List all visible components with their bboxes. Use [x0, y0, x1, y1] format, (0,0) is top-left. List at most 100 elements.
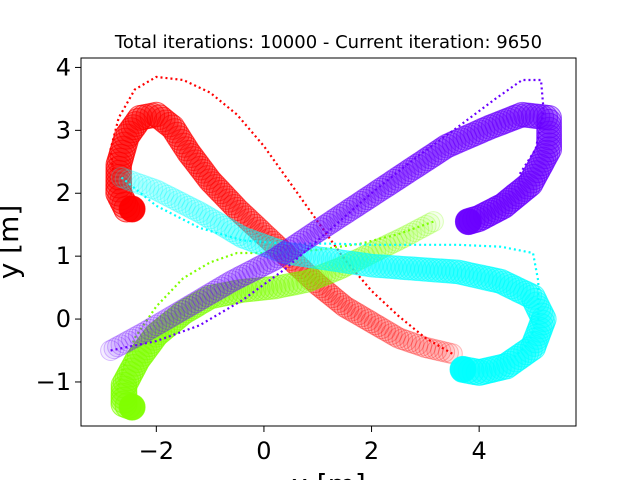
series-1-trail-point [291, 270, 315, 294]
series-3-trail-point [117, 330, 139, 352]
series-0-trail-point [343, 301, 366, 324]
series-1-trail-point [382, 231, 404, 254]
series-1-trail-point [404, 220, 426, 243]
ticks-layer: −2 0 2 4 −1 0 1 2 3 4 [36, 53, 487, 465]
x-tick-label: −2 [139, 437, 174, 465]
y-tick-label: 4 [56, 53, 71, 81]
series-3-trail-point [181, 293, 204, 316]
series-1-trail-point [407, 218, 430, 241]
series-1-trail-point [400, 222, 422, 245]
series-0-trail-point [414, 336, 436, 359]
series-0-trail-point [294, 261, 318, 285]
series-2-trail-point [242, 230, 266, 253]
series-3-trail-point [263, 247, 287, 271]
series-1-trail-point [331, 255, 355, 279]
series-3-trail-point [131, 322, 153, 345]
series-1-trail-point [271, 274, 295, 298]
series-3-trail-point [536, 128, 563, 155]
series-2-trail-point [324, 248, 349, 273]
series-3-trail-point [332, 201, 356, 226]
series-1-trail-point [346, 248, 369, 272]
series-2-trail-point [270, 240, 293, 264]
series-3-trail-point [166, 301, 189, 324]
series-0-trail-point [291, 258, 315, 283]
series-0-trail-point [391, 328, 414, 351]
y-tick-label: 1 [56, 242, 71, 270]
series-3-trail-point [127, 324, 150, 347]
series-3-trail-point [245, 257, 269, 280]
series-3-trail-point [329, 203, 353, 228]
series-0-trail-point [370, 317, 393, 340]
series-2-current-position [450, 356, 476, 383]
series-3-trail-point [273, 241, 297, 265]
series-3-trail-point [342, 195, 366, 219]
series-3-trail-point [365, 179, 390, 204]
series-2-trail-point [145, 179, 167, 201]
series-2-trail-point [163, 188, 186, 211]
series-3-trail-point [286, 232, 310, 256]
series-3-trail-point [184, 291, 207, 314]
series-3-trail-point [335, 199, 360, 224]
series-3-trail-point [170, 299, 193, 322]
series-2-trail-point [206, 211, 229, 234]
series-1-trail-point [287, 271, 311, 295]
series-2-trail-point [274, 241, 297, 265]
series-0-trail-point [353, 307, 376, 330]
series-2-trail-point [224, 221, 247, 245]
series-1-trail-point [266, 275, 291, 299]
y-tick-label: 2 [56, 179, 71, 207]
series-2-reference-path [120, 176, 540, 361]
series-3-trail-point [536, 116, 562, 143]
series-3-trail-point [103, 338, 125, 360]
series-2-trail-point [305, 245, 329, 270]
series-0-trail-point [255, 225, 279, 249]
series-2-trail-point [122, 171, 144, 193]
series-2-trail-point [285, 243, 309, 267]
series-3-trail-point [216, 272, 240, 295]
series-2-trail-point [177, 195, 200, 218]
series-3-trail-point [309, 217, 333, 241]
series-3-trail-point [188, 289, 211, 312]
marks-layer [100, 75, 563, 421]
series-0-trail-point [410, 335, 433, 357]
series-2-trail-point [336, 250, 360, 274]
series-1-trail-point [338, 252, 362, 275]
series-3-trail-point [536, 108, 562, 135]
series-1-trail-point [385, 229, 408, 252]
series-2 [110, 167, 557, 386]
series-0-trail-point [430, 340, 452, 362]
series-2-trail-point [359, 253, 384, 278]
series-2-trail-point [166, 190, 189, 212]
series-3-trail-point [252, 253, 276, 277]
plot-frame [80, 57, 577, 427]
series-3-trail-point [227, 266, 250, 289]
series-3-trail-point [339, 197, 363, 221]
series-0-trail-point [252, 222, 276, 246]
series-3-trail-point [348, 190, 373, 215]
series-1-trail-point [367, 238, 390, 261]
series-0-trail-point [395, 329, 417, 352]
series-2-trail-point [199, 207, 222, 230]
series-1-trail-point [422, 211, 444, 233]
series-0-trail-point [270, 239, 294, 263]
series-2-trail-point [328, 249, 352, 273]
series-1-trail-point [393, 226, 415, 249]
series-3-trail-point [536, 120, 562, 147]
series-2-trail-point [309, 246, 333, 270]
series-3-trail-point [259, 249, 283, 273]
series-1-trail-point [415, 214, 437, 237]
series-0-trail-point [403, 332, 425, 355]
series-3-trail-point [302, 221, 326, 245]
series-3-trail-point [241, 259, 265, 282]
series-0-trail-point [357, 309, 380, 332]
y-tick-label: 3 [56, 116, 71, 144]
series-1 [110, 211, 444, 421]
series-0-trail-point [285, 253, 309, 277]
series-2-trail-point [246, 231, 270, 255]
series-3-trail-point [220, 270, 243, 293]
series-2-trail-point [344, 251, 368, 276]
series-3-trail-point [368, 177, 393, 202]
series-1-trail-point [324, 258, 348, 282]
series-3-trail-point [163, 304, 186, 326]
series-2-trail-point [149, 181, 171, 203]
